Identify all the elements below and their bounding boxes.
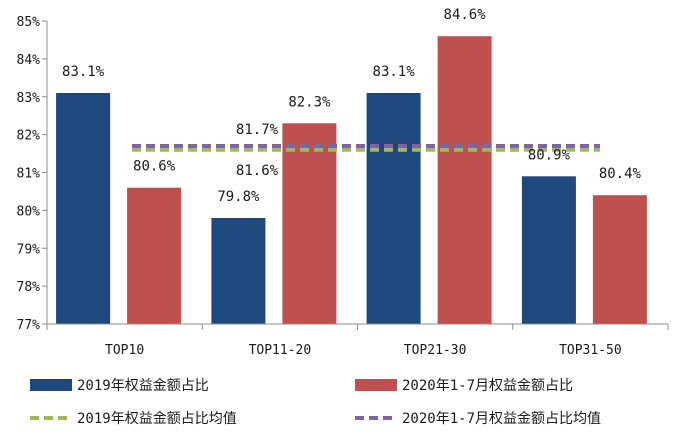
- bar-2020-top11-20: [282, 123, 337, 324]
- x-tick-label-top21-30: TOP21-30: [404, 343, 467, 358]
- data-label-2020-top21-30: 84.6%: [444, 7, 487, 23]
- bar-2019-top21-30: [366, 93, 421, 324]
- data-label-2019-top31-50: 80.9%: [528, 147, 571, 163]
- x-tick-label-top10: TOP10: [105, 343, 144, 358]
- data-label-2019-top21-30: 83.1%: [373, 64, 416, 80]
- x-tick-label-top11-20: TOP11-20: [249, 343, 312, 358]
- legend: 2019年权益金额占比 2020年1-7月权益金额占比 2019年权益金额占比均值 2…: [30, 378, 601, 427]
- y-tick-label: 85%: [17, 15, 41, 30]
- bar-2020-top10: [127, 187, 182, 324]
- bar-2020-top31-50: [592, 195, 647, 324]
- data-labels-group: 83.1% 79.8% 83.1% 80.9% 80.6% 82.3% 84.6% 80.4%…: [62, 7, 642, 205]
- legend-2020-swatch: [355, 379, 397, 391]
- legend-2020-label: 2020年1-7月权益金额占比: [402, 378, 573, 394]
- y-tick-label: 84%: [17, 53, 41, 68]
- y-tick-label: 82%: [17, 129, 41, 144]
- bar-2019-top10: [56, 93, 111, 324]
- y-tick-label: 78%: [17, 280, 41, 295]
- axes-group: 77% 78% 79% 80% 81% 82% 83% 84% 85% TOP10 TOP11-20…: [17, 15, 669, 358]
- bars-group: [56, 36, 647, 324]
- legend-2019-avg-label: 2019年权益金额占比均值: [77, 411, 237, 427]
- legend-2019-swatch: [30, 379, 72, 391]
- data-label-2020-top10: 80.6%: [133, 159, 176, 175]
- y-tick-label: 77%: [17, 318, 41, 333]
- data-label-2020-top31-50: 80.4%: [599, 166, 642, 182]
- y-tick-label: 80%: [17, 204, 41, 219]
- x-tick-label-top31-50: TOP31-50: [559, 343, 622, 358]
- data-label-2019-top11-20: 79.8%: [217, 189, 260, 205]
- y-tick-label: 79%: [17, 242, 41, 257]
- legend-2019-label: 2019年权益金额占比: [77, 378, 209, 394]
- y-tick-label: 81%: [17, 167, 41, 182]
- bar-2020-top21-30: [437, 36, 492, 324]
- legend-2020-avg-label: 2020年1-7月权益金额占比均值: [402, 411, 601, 427]
- data-label-2020-top11-20: 82.3%: [288, 94, 331, 110]
- avg-label-2019: 81.6%: [236, 163, 279, 179]
- data-label-2019-top10: 83.1%: [62, 64, 105, 80]
- bar-2019-top31-50: [521, 176, 576, 324]
- average-lines-group: [132, 144, 600, 152]
- avg-label-2020: 81.7%: [236, 122, 279, 138]
- bar-2019-top11-20: [211, 218, 266, 324]
- y-tick-label: 83%: [17, 91, 41, 106]
